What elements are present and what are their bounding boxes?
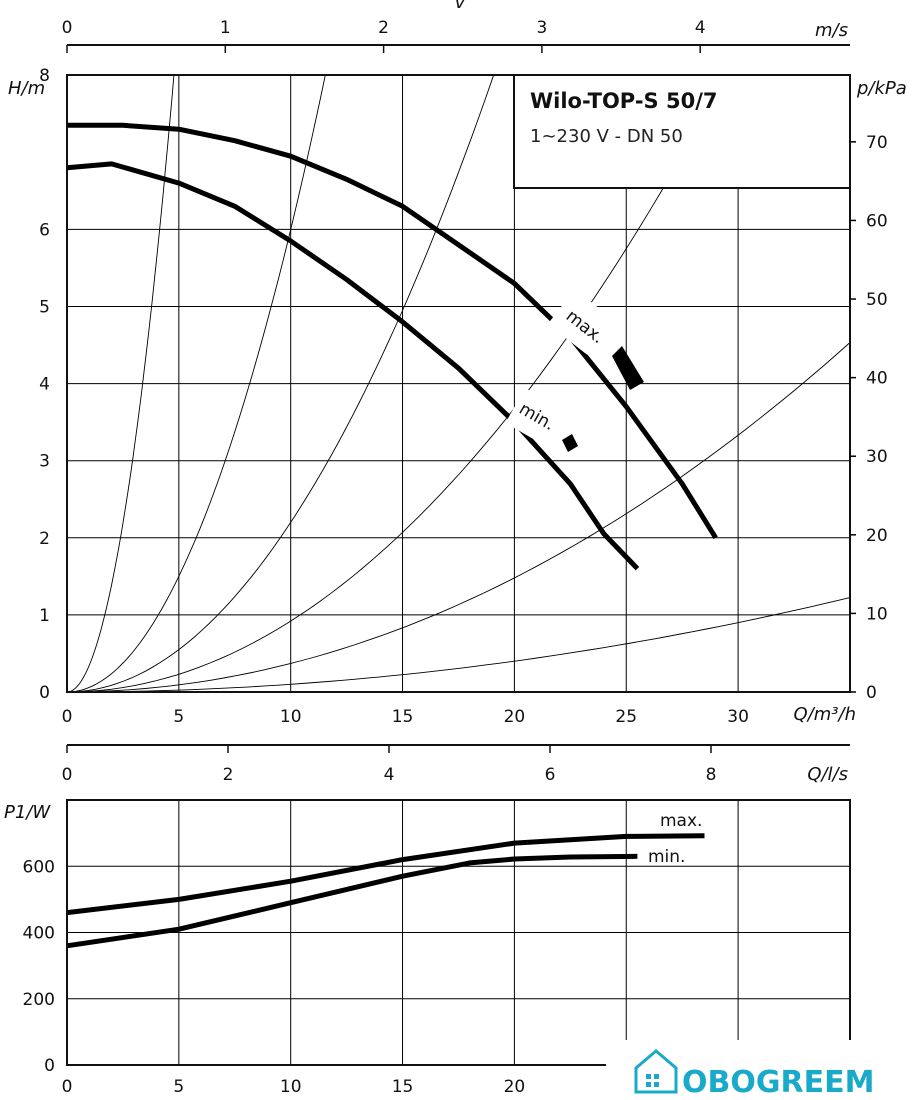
y-tick-label: 1 xyxy=(39,606,50,626)
lps-tick-label: 6 xyxy=(545,765,556,785)
head-flow-plot-frame xyxy=(66,74,851,693)
velocity-tick-label: 1 xyxy=(220,18,231,38)
velocity-axis-label: v xyxy=(455,0,466,13)
velocity-axis-unit: m/s xyxy=(815,20,848,41)
title-box xyxy=(513,74,851,189)
head-axis-label: H/m xyxy=(8,78,45,99)
watermark-bg xyxy=(606,1040,922,1100)
y2-tick-label: 0 xyxy=(866,683,877,703)
house-icon xyxy=(634,1049,678,1094)
system-curve xyxy=(66,75,175,693)
power-y-tick-label: 200 xyxy=(23,990,55,1010)
y2-tick-label: 40 xyxy=(866,369,888,389)
watermark: OBOGREEM xyxy=(606,1040,922,1100)
power-x-tick-label: 20 xyxy=(504,1077,526,1097)
lps-tick-label: 4 xyxy=(384,765,395,785)
velocity-tick-label: 4 xyxy=(695,18,706,38)
max-label-mask xyxy=(547,289,615,355)
power-curve-max xyxy=(66,833,705,916)
power-x-tick-label: 10 xyxy=(280,1077,302,1097)
min-speed-marker xyxy=(562,434,578,452)
power-y-tick-label: 400 xyxy=(23,924,55,944)
system-curve xyxy=(66,75,495,693)
chart-title: Wilo-TOP-S 50/7 xyxy=(530,89,717,113)
power-plot: 0 5 10 15 20 0 200 400 600 P1/W max. min. xyxy=(4,799,851,1097)
chart-subtitle: 1~230 V - DN 50 xyxy=(530,126,683,147)
pump-curve-max xyxy=(67,122,718,540)
x-tick-label: 30 xyxy=(727,707,749,727)
y2-tick-label: 60 xyxy=(866,211,888,231)
x-tick-label: 25 xyxy=(615,707,637,727)
flow-lps-axis-label: Q/l/s xyxy=(807,764,848,785)
power-x-tick-label: 5 xyxy=(173,1077,184,1097)
y-tick-label: 8 xyxy=(39,66,50,86)
y2-tick-label: 70 xyxy=(866,133,888,153)
power-y-tick-label: 0 xyxy=(44,1056,55,1076)
x-tick-label: 15 xyxy=(392,707,414,727)
x-tick-label: 0 xyxy=(62,707,73,727)
power-axis-label: P1/W xyxy=(4,802,51,823)
power-curve-min xyxy=(66,853,638,949)
power-plot-frame xyxy=(66,799,851,1066)
y2-tick-label: 30 xyxy=(866,447,888,467)
x-tick-label: 20 xyxy=(504,707,526,727)
lps-tick-label: 8 xyxy=(706,765,717,785)
flow-axis-label: Q/m³/h xyxy=(794,704,856,725)
y-tick-label: 2 xyxy=(39,529,50,549)
system-curve xyxy=(67,597,851,693)
velocity-tick-label: 0 xyxy=(62,18,73,38)
velocity-tick-label: 3 xyxy=(536,18,547,38)
pressure-axis-label: p/kPa xyxy=(856,78,907,99)
system-curve xyxy=(66,74,728,693)
y2-tick-label: 20 xyxy=(866,526,888,546)
system-curve xyxy=(66,75,326,693)
watermark-text: OBOGREEM xyxy=(682,1065,874,1100)
y-tick-label: 5 xyxy=(39,298,50,318)
power-x-tick-label: 15 xyxy=(392,1077,414,1097)
lps-tick-label: 2 xyxy=(223,765,234,785)
y2-tick-label: 10 xyxy=(866,604,888,624)
y-tick-label: 0 xyxy=(39,683,50,703)
y2-tick-label: 50 xyxy=(866,290,888,310)
y-tick-label: 3 xyxy=(39,452,50,472)
power-max-label: max. xyxy=(660,811,702,831)
pump-curve-min xyxy=(66,161,640,571)
x-tick-label: 5 xyxy=(173,707,184,727)
min-label-mask xyxy=(505,388,569,448)
velocity-tick-label: 2 xyxy=(378,18,389,38)
power-x-tick-label: 0 xyxy=(62,1077,73,1097)
velocity-axis: 0 1 2 3 4 v m/s xyxy=(62,0,850,53)
x-tick-label: 10 xyxy=(280,707,302,727)
power-y-tick-label: 600 xyxy=(23,857,55,877)
flow-lps-axis: 0 2 4 6 8 Q/l/s xyxy=(62,744,850,785)
y-tick-label: 6 xyxy=(39,220,50,240)
y-tick-label: 4 xyxy=(39,375,50,395)
system-curve xyxy=(66,342,851,693)
max-speed-marker xyxy=(612,346,644,390)
power-min-label: min. xyxy=(648,847,685,867)
lps-tick-label: 0 xyxy=(62,765,73,785)
head-flow-plot: 0 5 10 15 20 25 30 0 1 2 3 4 5 6 8 0 10 20 30 40 50 60 70 H/… xyxy=(8,66,907,727)
